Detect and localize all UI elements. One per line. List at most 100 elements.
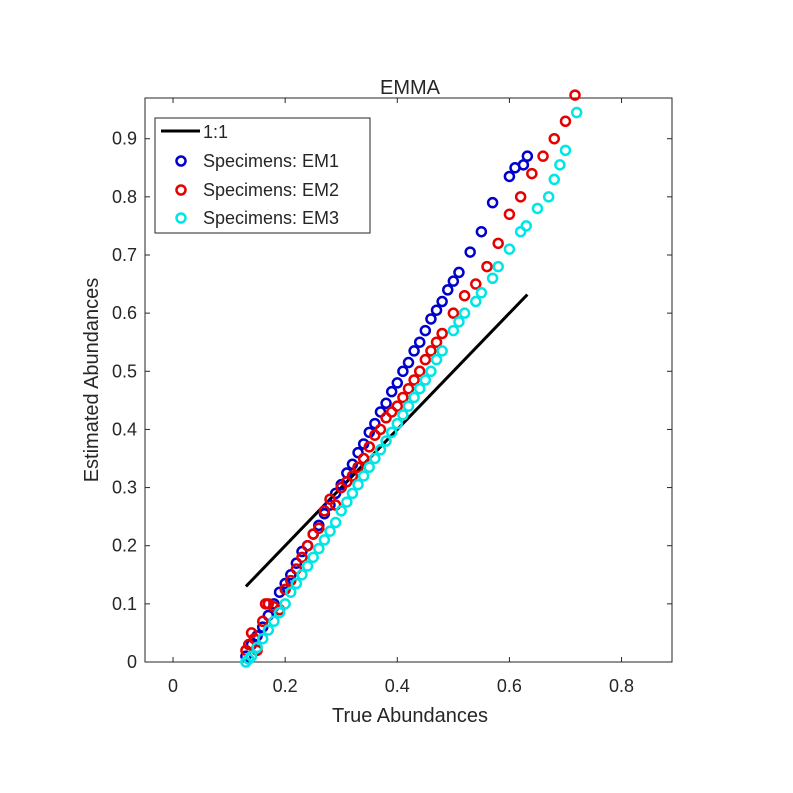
data-point-em1 <box>475 225 488 238</box>
data-point-em3 <box>470 295 482 308</box>
data-point-em3 <box>554 159 566 171</box>
data-point-em1 <box>413 336 426 348</box>
data-point-em1 <box>517 159 530 171</box>
data-point-em2 <box>335 481 347 494</box>
data-point-em2 <box>290 563 303 575</box>
data-point-em2 <box>458 289 471 302</box>
data-point-em3 <box>290 577 303 590</box>
data-point-em2 <box>346 470 359 482</box>
x-tick-label: 0 <box>168 676 178 696</box>
data-point-em2 <box>374 423 387 436</box>
legend-label-1-1: 1:1 <box>203 122 228 142</box>
data-point-em2 <box>419 353 432 366</box>
data-point-em3 <box>307 551 319 564</box>
y-axis-ticks: 0 0.1 0.2 0.3 0.4 0.5 0.6 0.7 0.8 0.9 <box>112 129 672 672</box>
y-tick-label: 0 <box>127 652 137 672</box>
data-point-em1 <box>251 630 263 642</box>
data-point-em3 <box>380 435 392 447</box>
data-point-em1 <box>425 313 437 325</box>
legend-marker-em3 <box>175 212 187 224</box>
data-point-em1 <box>402 356 415 369</box>
data-point-em1 <box>290 557 303 569</box>
data-point-em2 <box>526 167 538 180</box>
data-point-em3 <box>369 452 381 465</box>
data-point-em3 <box>324 525 336 537</box>
legend-marker-em2 <box>175 184 187 196</box>
data-point-em1 <box>240 650 252 662</box>
data-point-em3 <box>329 516 342 529</box>
data-point-em2 <box>503 208 516 221</box>
data-point-em3 <box>242 653 255 665</box>
data-point-em1 <box>408 345 420 357</box>
data-point-em1 <box>430 304 443 316</box>
data-point-em3 <box>341 496 353 508</box>
data-point-em1 <box>419 324 432 337</box>
data-point-em1 <box>262 609 275 622</box>
data-point-em3 <box>413 382 426 395</box>
data-point-em3 <box>352 478 364 491</box>
data-point-em2 <box>548 132 561 145</box>
data-point-em2 <box>481 260 493 273</box>
data-point-em3 <box>268 615 280 628</box>
data-point-em1 <box>346 458 359 471</box>
y-tick-label: 0.3 <box>112 478 137 498</box>
data-point-em2 <box>256 615 269 628</box>
y-tick-label: 0.2 <box>112 536 137 556</box>
data-point-em3 <box>240 656 252 668</box>
y-tick-label: 0.8 <box>112 187 137 207</box>
data-point-em2 <box>352 461 364 473</box>
x-axis-ticks: 0 0.2 0.4 0.6 0.8 <box>168 98 634 696</box>
data-point-em3 <box>397 409 409 421</box>
data-point-em3 <box>486 272 499 284</box>
data-point-em2 <box>318 505 331 517</box>
data-point-em2 <box>245 627 258 639</box>
data-point-em2 <box>369 429 381 441</box>
x-axis-label: True Abundances <box>332 705 488 727</box>
data-point-em1 <box>380 397 392 410</box>
data-point-em1 <box>352 446 364 459</box>
data-point-em1 <box>369 417 381 430</box>
data-point-em1 <box>447 275 460 287</box>
legend: 1:1 Specimens: EM1 Specimens: EM2 Specim… <box>154 117 371 234</box>
data-point-em3 <box>514 225 527 238</box>
data-point-em3 <box>318 534 331 546</box>
data-point-em1 <box>357 438 370 450</box>
series-em3 <box>240 106 583 668</box>
data-point-em2 <box>514 191 527 203</box>
data-point-em1 <box>363 426 376 439</box>
data-point-em1 <box>273 586 286 598</box>
data-point-em2 <box>430 336 443 348</box>
data-point-em2 <box>425 345 437 357</box>
data-point-em2 <box>307 528 319 540</box>
data-point-em2 <box>363 441 376 453</box>
x-tick-label: 0.4 <box>385 676 410 696</box>
data-point-em1 <box>296 545 308 558</box>
data-point-em2 <box>279 583 291 596</box>
data-point-em3 <box>273 606 286 619</box>
data-point-em2 <box>408 374 420 386</box>
data-point-em2 <box>357 452 370 465</box>
data-point-em3 <box>520 220 532 232</box>
data-point-em3 <box>251 641 263 654</box>
data-point-em2 <box>397 391 409 404</box>
data-point-em2 <box>569 89 581 101</box>
scatter-points-layer <box>240 89 583 668</box>
data-point-em3 <box>256 632 269 645</box>
data-point-em3 <box>419 374 432 386</box>
data-point-em3 <box>285 586 297 598</box>
y-tick-label: 0.6 <box>112 303 137 323</box>
data-point-em3 <box>492 260 504 273</box>
data-point-em1 <box>391 377 404 389</box>
data-point-em2 <box>413 365 426 378</box>
data-point-em3 <box>408 391 420 404</box>
data-point-em1 <box>329 487 342 500</box>
y-tick-label: 0.4 <box>112 419 137 439</box>
x-tick-label: 0.6 <box>497 676 522 696</box>
data-point-em3 <box>313 542 325 555</box>
y-tick-label: 0.1 <box>112 594 137 614</box>
data-point-em3 <box>531 202 544 215</box>
data-point-em2 <box>447 307 460 319</box>
data-point-em3 <box>548 173 561 186</box>
data-point-em3 <box>475 287 488 299</box>
